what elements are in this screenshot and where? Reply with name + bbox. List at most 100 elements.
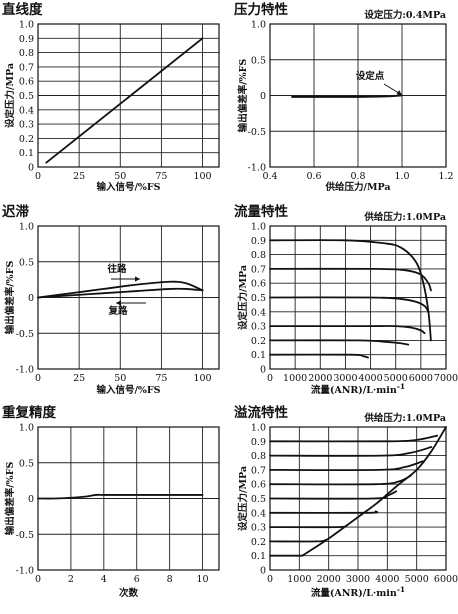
arrow-head [135, 276, 140, 282]
y-tick-label: 0.7 [251, 465, 266, 476]
series-line [301, 426, 447, 557]
y-tick-label: 0.4 [251, 508, 266, 519]
x-tick-label: 100 [193, 373, 211, 384]
x-tick-label: 3000 [333, 373, 357, 384]
y-axis-label: 输出偏差率/%FS [237, 59, 249, 133]
x-axis-label-superscript: -1 [397, 382, 405, 391]
y-tick-label: 0.8 [19, 48, 34, 59]
y-tick-label: 0 [260, 91, 266, 102]
y-tick-label: -1.0 [16, 365, 34, 376]
chart-title: 压力特性 [234, 1, 288, 18]
y-tick-label: 0.2 [251, 336, 266, 347]
y-tick-label: 0.2 [19, 134, 34, 145]
x-axis-label: 输入信号/%FS [96, 181, 160, 193]
y-tick-label: 0 [28, 494, 34, 505]
series-line [45, 37, 204, 164]
y-tick-label: 0.9 [251, 437, 266, 448]
x-tick-label: 3000 [346, 574, 370, 585]
x-tick-label: 8 [167, 574, 173, 585]
x-axis-label: 流量(ANR)/L·min-1 [311, 585, 405, 599]
y-tick-label: 0.5 [19, 458, 34, 469]
chart-title: 迟滞 [2, 203, 29, 220]
x-tick-label: 50 [114, 171, 126, 182]
x-axis-label-text: 输入信号/%FS [96, 384, 160, 396]
x-tick-label: 0 [267, 373, 273, 384]
y-tick-label: 0.6 [251, 480, 266, 491]
x-tick-label: 1000 [287, 574, 311, 585]
x-axis-label: 流量(ANR)/L·min-1 [311, 382, 405, 396]
x-tick-label: 6000 [409, 373, 433, 384]
x-axis-label-text: 供给压力/MPa [324, 181, 390, 193]
y-tick-label: 0.5 [251, 55, 266, 66]
x-tick-label: 0 [267, 574, 273, 585]
x-axis-label-text: 输入信号/%FS [96, 181, 160, 193]
y-tick-label: 0.9 [19, 34, 34, 45]
y-tick-label: 0.3 [19, 120, 34, 131]
y-tick-label: -0.5 [16, 530, 34, 541]
y-tick-label: 0.6 [19, 77, 34, 88]
x-tick-label: 6 [134, 574, 140, 585]
series-line [269, 267, 432, 292]
chart-title: 流量特性 [234, 203, 288, 220]
y-tick-label: 0.6 [251, 279, 266, 290]
series-line [269, 353, 369, 359]
x-tick-label: 2 [68, 574, 74, 585]
x-axis-label-text: 次数 [119, 587, 139, 599]
y-tick-label: -1.0 [248, 163, 266, 174]
x-tick-label: 25 [73, 373, 85, 384]
x-tick-label: 4000 [358, 373, 382, 384]
y-tick-label: 0.8 [251, 451, 266, 462]
y-tick-label: 0 [28, 163, 34, 174]
chart-title: 直线度 [2, 1, 43, 18]
x-tick-label: 1.0 [394, 171, 409, 182]
series-line [37, 493, 204, 500]
y-tick-label: 1.0 [19, 423, 34, 434]
chart-subtitle: 供给压力:1.0MPa [363, 211, 446, 223]
annotation-label: 设定点 [356, 70, 385, 82]
chart-pressure-characteristics: 压力特性 设定压力:0.4MPa 1.0 0.5 0 -0.5 -1.00.4 0.6 0.8 1… [234, 1, 454, 193]
y-tick-label: 0.4 [251, 307, 266, 318]
x-tick-label: 0 [35, 574, 41, 585]
y-tick-label: 0.5 [19, 91, 34, 102]
y-axis-label: 输出偏差率/%FS [4, 462, 16, 536]
x-axis-label-text: 流量(ANR)/L·min [311, 384, 397, 396]
annotation-label: 往路 [107, 263, 127, 275]
y-tick-label: 0.3 [251, 322, 266, 333]
plot-frame [37, 23, 220, 168]
y-tick-label: -0.5 [248, 127, 266, 138]
chart-flow-characteristics: 流量特性 供给压力:1.0MPa 0 0.1 0.2 0.3 0.4 0.5 0.6 0.7 0.8… [234, 203, 458, 396]
x-tick-label: 75 [155, 373, 167, 384]
x-tick-label: 0.6 [306, 171, 321, 182]
y-tick-label: 0.7 [19, 62, 34, 73]
chart-subtitle: 供给压力:1.0MPa [363, 412, 446, 424]
annotation-label: 复路 [107, 305, 128, 317]
y-tick-label: 1.0 [251, 222, 266, 233]
series-line [37, 287, 204, 299]
series-line [269, 339, 410, 346]
y-tick-label: 1.0 [251, 423, 266, 434]
x-axis-label: 输入信号/%FS [96, 384, 160, 396]
x-tick-label: 5000 [384, 373, 408, 384]
arrow-head [396, 90, 402, 95]
y-tick-label: 1.0 [19, 20, 34, 31]
series-line [269, 490, 398, 500]
y-tick-label: 0.2 [251, 537, 266, 548]
x-tick-label: 10 [196, 574, 208, 585]
x-tick-label: 2000 [308, 373, 332, 384]
y-tick-label: 0.4 [19, 105, 34, 116]
y-axis-label: 设定压力/MPa [237, 265, 249, 330]
chart-title: 重复精度 [2, 404, 56, 421]
plot-frame [269, 23, 447, 168]
chart-title: 溢流特性 [234, 404, 288, 421]
x-tick-label: 4 [101, 574, 107, 585]
chart-linearity: 直线度 0 0.1 0.2 0.3 0.4 0.5 0.6 0.7 0.8 0.9 1.0 0 25 50 7… [2, 1, 220, 193]
series-line [269, 510, 379, 514]
series-line [269, 524, 348, 529]
x-axis-label: 次数 [119, 587, 139, 599]
series-line [37, 280, 204, 299]
series-line [269, 239, 432, 342]
x-tick-label: 0.8 [350, 171, 365, 182]
x-tick-label: 0.4 [262, 171, 277, 182]
x-tick-label: 0 [35, 373, 41, 384]
chart-subtitle: 设定压力:0.4MPa [364, 9, 446, 21]
